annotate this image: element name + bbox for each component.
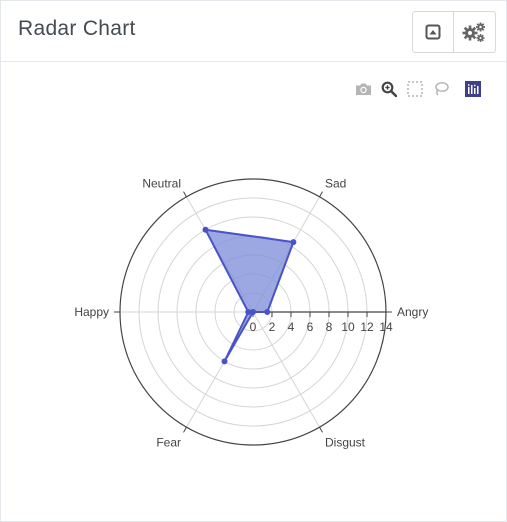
- box-select-icon: [407, 81, 423, 97]
- data-point: [250, 309, 256, 315]
- angular-tick: [183, 191, 187, 198]
- category-label: Happy: [74, 305, 109, 319]
- angular-tick: [319, 426, 323, 433]
- radial-tick-label: 8: [326, 320, 333, 334]
- radial-tick-label: 6: [307, 320, 314, 334]
- lasso-select-button[interactable]: [431, 79, 451, 99]
- plotly-logo-icon: [465, 81, 481, 97]
- header-button-group: [412, 11, 496, 53]
- chart-modebar: [353, 79, 483, 99]
- radial-tick-label: 10: [341, 320, 355, 334]
- radial-tick-label: 4: [288, 320, 295, 334]
- data-point: [264, 309, 271, 315]
- data-point: [202, 226, 209, 233]
- plotly-logo-button[interactable]: [463, 79, 483, 99]
- radar-chart: 0 2 4 6 8 10 12 14 Angry Disgust Fear Happy Neutral S…: [74, 176, 428, 450]
- collapse-panel-icon: [425, 24, 441, 40]
- category-label: Angry: [397, 305, 428, 319]
- category-label: Disgust: [325, 436, 366, 450]
- data-point: [245, 309, 252, 315]
- zoom-button[interactable]: [379, 79, 399, 99]
- settings-gears-icon: [462, 22, 485, 42]
- angular-tick: [183, 426, 187, 433]
- radial-tick-label: 12: [360, 320, 374, 334]
- settings-button[interactable]: [453, 12, 494, 52]
- category-label: Fear: [156, 436, 181, 450]
- collapse-button[interactable]: [413, 12, 453, 52]
- grid-spoke: [252, 311, 320, 428]
- box-select-button[interactable]: [405, 79, 425, 99]
- category-label: Neutral: [142, 176, 181, 190]
- angular-tick: [319, 191, 323, 198]
- radial-tick-label: 2: [269, 320, 276, 334]
- camera-icon: [355, 83, 371, 95]
- panel-header: Radar Chart: [1, 1, 506, 62]
- data-point: [290, 239, 297, 246]
- download-png-button[interactable]: [353, 79, 373, 99]
- radial-tick-label: 0: [250, 320, 257, 334]
- data-point: [221, 358, 228, 365]
- zoom-icon: [381, 81, 397, 97]
- page-title: Radar Chart: [18, 17, 136, 40]
- radial-tick-label: 14: [379, 320, 393, 334]
- category-label: Sad: [325, 176, 346, 190]
- lasso-select-icon: [435, 81, 449, 96]
